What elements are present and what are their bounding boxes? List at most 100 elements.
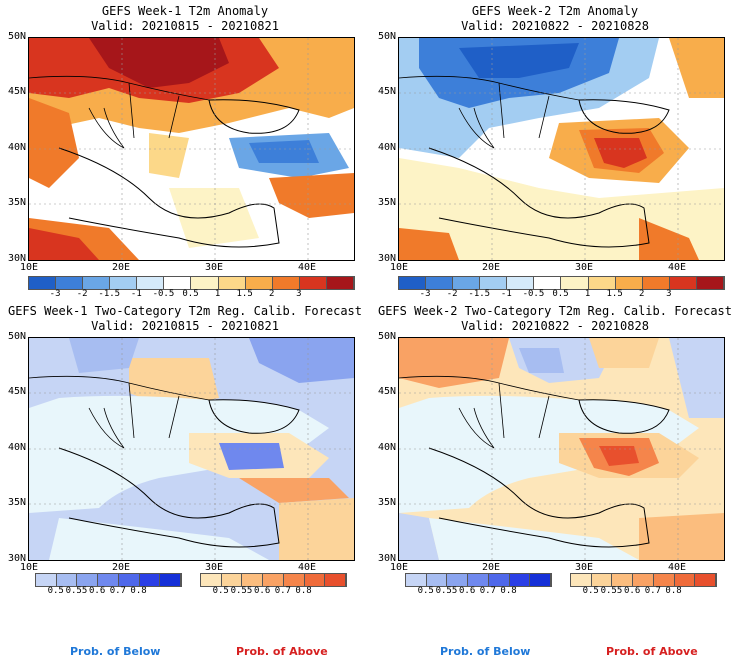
lat-label: 50N — [377, 31, 396, 42]
lon-label: 20E — [481, 562, 501, 573]
prob-below-swatch — [509, 574, 531, 586]
prob-below-swatch — [447, 574, 469, 586]
lat-label: 35N — [377, 497, 396, 508]
colorbar-label: 2 — [269, 289, 275, 299]
prob-above-swatch — [612, 574, 634, 586]
prob-above-swatch — [283, 574, 305, 586]
prob-above-swatch — [653, 574, 675, 586]
prob-above-swatch — [633, 574, 654, 586]
colorbar-label: 0.55 — [65, 586, 88, 596]
anomaly-colorbar — [398, 276, 725, 290]
prob-below-labels: 0.5 0.55 0.6 0.7 0.8 — [405, 586, 550, 598]
panel-valid-dates: Valid: 20210822 - 20210828 — [461, 319, 649, 333]
anomaly-color-swatch — [696, 277, 724, 289]
lat-label: 30N — [7, 553, 26, 564]
anomaly-color-swatch — [615, 277, 643, 289]
prob-below-swatch — [56, 574, 78, 586]
prob-above-swatch — [695, 574, 717, 586]
colorbar-label: 0.8 — [130, 586, 147, 596]
colorbar-label: 0.6 — [254, 586, 271, 596]
lon-label: 40E — [667, 262, 687, 273]
lon-label: 40E — [667, 562, 687, 573]
lat-label: 50N — [7, 331, 26, 342]
panel-title: GEFS Week-1 Two-Category T2m Reg. Calib.… — [7, 304, 362, 318]
anomaly-color-swatch — [218, 277, 246, 289]
lat-label: 30N — [377, 253, 396, 264]
prob-above-colorbar — [570, 573, 717, 587]
colorbar-label: 1.5 — [606, 289, 623, 299]
anomaly-color-swatch — [480, 277, 508, 289]
colorbar-label: -3 — [419, 289, 431, 299]
footer-prob-above: Prob. of Above — [606, 645, 698, 658]
map-week1-probability — [28, 337, 355, 561]
anomaly-color-swatch — [29, 277, 57, 289]
colorbar-label: -0.5 — [152, 289, 175, 299]
map-week1-anomaly — [28, 37, 355, 261]
lat-label: 30N — [7, 253, 26, 264]
colorbar-label: 1.5 — [236, 289, 253, 299]
prob-below-swatch — [118, 574, 140, 586]
prob-above-swatch — [201, 574, 222, 586]
lon-label: 30E — [204, 562, 224, 573]
lat-label: 35N — [7, 497, 26, 508]
lat-label: 35N — [377, 197, 396, 208]
colorbar-label: 0.5 — [47, 586, 64, 596]
anomaly-color-swatch — [507, 277, 535, 289]
colorbar-label: 1 — [584, 289, 591, 299]
map-week2-anomaly — [398, 37, 725, 261]
prob-above-labels: 0.5 0.55 0.6 0.7 0.8 — [570, 586, 715, 598]
panel-valid-dates: Valid: 20210822 - 20210828 — [461, 19, 649, 33]
prob-above-swatch — [263, 574, 284, 586]
lon-label: 30E — [204, 262, 224, 273]
anomaly-colorbar — [28, 276, 355, 290]
prob-above-swatch — [304, 574, 326, 586]
prob-below-swatch — [530, 574, 552, 586]
colorbar-label: 0.6 — [89, 586, 106, 596]
lon-label: 20E — [481, 262, 501, 273]
panel-valid-dates: Valid: 20210815 - 20210821 — [91, 19, 279, 33]
prob-above-swatch — [325, 574, 347, 586]
lat-label: 40N — [7, 442, 26, 453]
lat-label: 50N — [377, 331, 396, 342]
map-week2-probability — [398, 337, 725, 561]
anomaly-color-swatch — [83, 277, 111, 289]
colorbar-label: -2 — [446, 289, 458, 299]
lat-label: 45N — [7, 386, 26, 397]
prob-above-swatch — [674, 574, 696, 586]
prob-below-labels: 0.5 0.55 0.6 0.7 0.8 — [35, 586, 180, 598]
lon-label: 30E — [574, 562, 594, 573]
anomaly-color-swatch — [669, 277, 697, 289]
prob-below-swatch — [406, 574, 427, 586]
prob-below-swatch — [426, 574, 448, 586]
lon-label: 40E — [297, 262, 317, 273]
prob-below-swatch — [488, 574, 510, 586]
colorbar-label: -1 — [130, 289, 142, 299]
anomaly-color-swatch — [164, 277, 192, 289]
anomaly-color-swatch — [426, 277, 454, 289]
colorbar-label: 0.8 — [665, 586, 682, 596]
colorbar-label: 0.5 — [212, 586, 229, 596]
colorbar-label: 0.5 — [552, 289, 569, 299]
colorbar-label: 0.7 — [479, 586, 496, 596]
prob-below-swatch — [77, 574, 99, 586]
colorbar-label: -2 — [76, 289, 88, 299]
lat-label: 45N — [377, 86, 396, 97]
panel-week1-anomaly: GEFS Week-1 T2m Anomaly Valid: 20210815 … — [0, 0, 370, 300]
lat-label: 40N — [7, 142, 26, 153]
anomaly-color-swatch — [561, 277, 589, 289]
lon-label: 30E — [574, 262, 594, 273]
anomaly-color-swatch — [326, 277, 354, 289]
lon-label: 40E — [297, 562, 317, 573]
panel-week2-anomaly: GEFS Week-2 T2m Anomaly Valid: 20210822 … — [370, 0, 740, 300]
prob-below-colorbar — [35, 573, 182, 587]
colorbar-label: 2 — [639, 289, 645, 299]
anomaly-color-swatch — [56, 277, 84, 289]
panel-title: GEFS Week-2 T2m Anomaly — [471, 4, 639, 18]
colorbar-label: 3 — [296, 289, 302, 299]
colorbar-label: -0.5 — [522, 289, 545, 299]
anomaly-color-swatch — [642, 277, 670, 289]
colorbar-label: 0.5 — [182, 289, 199, 299]
prob-above-colorbar — [200, 573, 347, 587]
anomaly-colorbar-labels: -3 -2 -1.5 -1 -0.5 0.5 1 1.5 2 3 — [398, 289, 723, 301]
lon-label: 10E — [19, 562, 39, 573]
